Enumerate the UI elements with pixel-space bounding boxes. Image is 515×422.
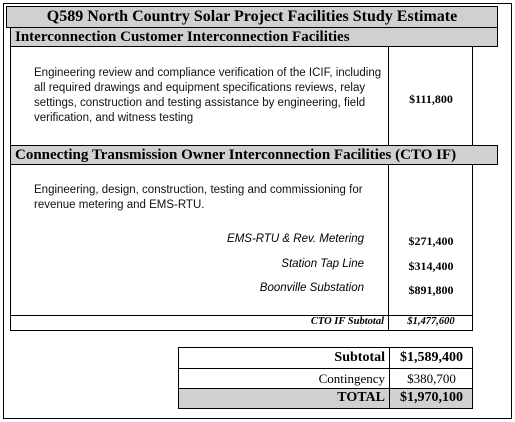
summary-amount: $1,970,100 [400,390,463,405]
item-amount: $271,400 [408,234,454,248]
item-amount: $891,800 [408,283,454,297]
summary-amount: $1,589,400 [400,350,463,365]
summary-label: Subtotal [334,350,385,365]
summary-table [178,347,473,409]
divider [389,388,390,409]
summary-label: TOTAL [337,390,385,405]
subtotal-amount: $1,477,600 [407,316,455,327]
divider [388,164,389,315]
section-header: Connecting Transmission Owner Interconne… [10,145,498,165]
divider [388,46,389,146]
description: Engineering review and compliance verifi… [34,67,382,124]
divider [388,315,389,331]
section-header: Interconnection Customer Interconnection… [10,27,498,47]
item-amount: $314,400 [408,259,454,273]
summary-label: Contingency [318,371,385,386]
title: Q589 North Country Solar Project Facilit… [6,6,498,28]
divider [389,347,390,409]
item-label: Boonville Substation [259,282,364,294]
subtotal-label: CTO IF Subtotal [310,316,384,327]
amount: $111,800 [409,92,453,106]
subtotal-row [10,315,473,331]
description: Engineering, design, construction, testi… [34,184,363,211]
summary-amount: $380,700 [407,371,456,386]
total-row [179,388,472,408]
item-label: EMS-RTU & Rev. Metering [227,233,364,245]
item-label: Station Tap Line [281,258,364,270]
row-line [178,368,473,369]
outer-frame [3,3,512,419]
